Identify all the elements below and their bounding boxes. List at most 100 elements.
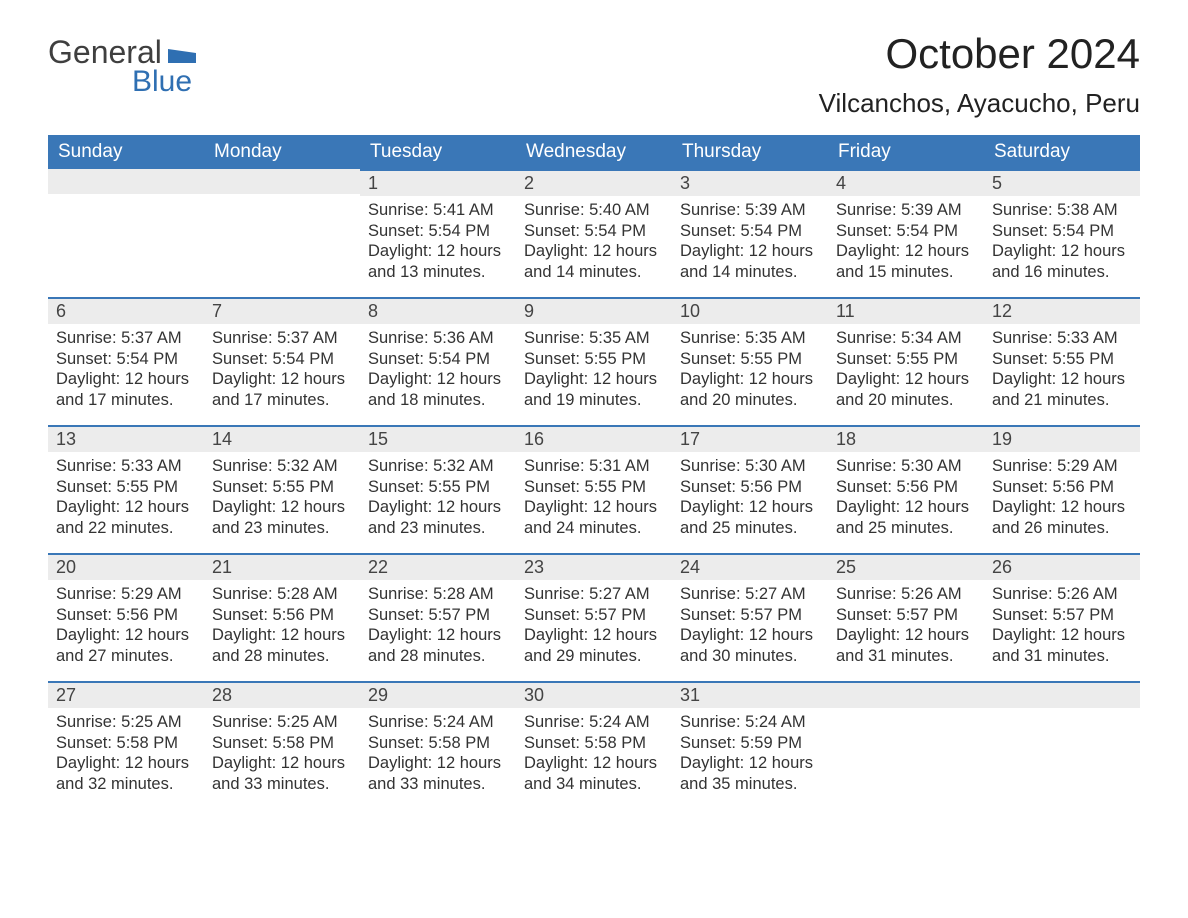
month-title: October 2024 xyxy=(819,30,1140,78)
daylight-text: Daylight: 12 hours and 18 minutes. xyxy=(368,369,508,410)
day-number: 28 xyxy=(204,681,360,708)
day-number: 12 xyxy=(984,297,1140,324)
calendar-day-cell: 19Sunrise: 5:29 AMSunset: 5:56 PMDayligh… xyxy=(984,425,1140,553)
calendar-day-cell: 6Sunrise: 5:37 AMSunset: 5:54 PMDaylight… xyxy=(48,297,204,425)
sunrise-text: Sunrise: 5:26 AM xyxy=(836,584,976,605)
calendar-empty-cell xyxy=(204,169,360,297)
calendar-day-cell: 29Sunrise: 5:24 AMSunset: 5:58 PMDayligh… xyxy=(360,681,516,809)
day-details: Sunrise: 5:30 AMSunset: 5:56 PMDaylight:… xyxy=(828,452,984,549)
day-number: 4 xyxy=(828,169,984,196)
sunrise-text: Sunrise: 5:29 AM xyxy=(56,584,196,605)
day-number: 9 xyxy=(516,297,672,324)
day-number: 18 xyxy=(828,425,984,452)
sunrise-text: Sunrise: 5:33 AM xyxy=(56,456,196,477)
calendar-week-row: 20Sunrise: 5:29 AMSunset: 5:56 PMDayligh… xyxy=(48,553,1140,681)
day-details: Sunrise: 5:40 AMSunset: 5:54 PMDaylight:… xyxy=(516,196,672,293)
sunset-text: Sunset: 5:57 PM xyxy=(368,605,508,626)
daylight-text: Daylight: 12 hours and 33 minutes. xyxy=(368,753,508,794)
day-details: Sunrise: 5:39 AMSunset: 5:54 PMDaylight:… xyxy=(672,196,828,293)
calendar-day-cell: 13Sunrise: 5:33 AMSunset: 5:55 PMDayligh… xyxy=(48,425,204,553)
sunset-text: Sunset: 5:58 PM xyxy=(368,733,508,754)
sunset-text: Sunset: 5:54 PM xyxy=(56,349,196,370)
sunset-text: Sunset: 5:58 PM xyxy=(524,733,664,754)
sunrise-text: Sunrise: 5:24 AM xyxy=(524,712,664,733)
weekday-header: Sunday xyxy=(48,135,204,169)
sunset-text: Sunset: 5:55 PM xyxy=(368,477,508,498)
sunrise-text: Sunrise: 5:30 AM xyxy=(680,456,820,477)
sunrise-text: Sunrise: 5:30 AM xyxy=(836,456,976,477)
calendar-day-cell: 25Sunrise: 5:26 AMSunset: 5:57 PMDayligh… xyxy=(828,553,984,681)
empty-day-bar xyxy=(204,169,360,194)
calendar-day-cell: 28Sunrise: 5:25 AMSunset: 5:58 PMDayligh… xyxy=(204,681,360,809)
day-details: Sunrise: 5:32 AMSunset: 5:55 PMDaylight:… xyxy=(204,452,360,549)
day-details: Sunrise: 5:27 AMSunset: 5:57 PMDaylight:… xyxy=(672,580,828,677)
empty-day-bar xyxy=(48,169,204,194)
day-number: 31 xyxy=(672,681,828,708)
sunrise-text: Sunrise: 5:27 AM xyxy=(680,584,820,605)
calendar-day-cell: 5Sunrise: 5:38 AMSunset: 5:54 PMDaylight… xyxy=(984,169,1140,297)
day-number: 16 xyxy=(516,425,672,452)
day-details: Sunrise: 5:24 AMSunset: 5:58 PMDaylight:… xyxy=(516,708,672,805)
calendar-day-cell: 24Sunrise: 5:27 AMSunset: 5:57 PMDayligh… xyxy=(672,553,828,681)
day-number: 2 xyxy=(516,169,672,196)
day-number: 13 xyxy=(48,425,204,452)
day-number: 3 xyxy=(672,169,828,196)
sunset-text: Sunset: 5:54 PM xyxy=(368,221,508,242)
sunrise-text: Sunrise: 5:39 AM xyxy=(836,200,976,221)
sunset-text: Sunset: 5:57 PM xyxy=(680,605,820,626)
daylight-text: Daylight: 12 hours and 31 minutes. xyxy=(992,625,1132,666)
calendar-week-row: 1Sunrise: 5:41 AMSunset: 5:54 PMDaylight… xyxy=(48,169,1140,297)
day-details: Sunrise: 5:25 AMSunset: 5:58 PMDaylight:… xyxy=(48,708,204,805)
weekday-header: Tuesday xyxy=(360,135,516,169)
calendar-day-cell: 2Sunrise: 5:40 AMSunset: 5:54 PMDaylight… xyxy=(516,169,672,297)
day-details: Sunrise: 5:34 AMSunset: 5:55 PMDaylight:… xyxy=(828,324,984,421)
daylight-text: Daylight: 12 hours and 23 minutes. xyxy=(368,497,508,538)
calendar-table: SundayMondayTuesdayWednesdayThursdayFrid… xyxy=(48,135,1140,809)
day-details: Sunrise: 5:26 AMSunset: 5:57 PMDaylight:… xyxy=(828,580,984,677)
sunrise-text: Sunrise: 5:32 AM xyxy=(212,456,352,477)
sunset-text: Sunset: 5:55 PM xyxy=(524,477,664,498)
title-block: October 2024 Vilcanchos, Ayacucho, Peru xyxy=(819,30,1140,129)
daylight-text: Daylight: 12 hours and 20 minutes. xyxy=(836,369,976,410)
day-details: Sunrise: 5:28 AMSunset: 5:56 PMDaylight:… xyxy=(204,580,360,677)
day-details: Sunrise: 5:38 AMSunset: 5:54 PMDaylight:… xyxy=(984,196,1140,293)
day-details: Sunrise: 5:24 AMSunset: 5:59 PMDaylight:… xyxy=(672,708,828,805)
daylight-text: Daylight: 12 hours and 17 minutes. xyxy=(56,369,196,410)
sunset-text: Sunset: 5:55 PM xyxy=(212,477,352,498)
sunset-text: Sunset: 5:55 PM xyxy=(992,349,1132,370)
calendar-empty-cell xyxy=(984,681,1140,809)
daylight-text: Daylight: 12 hours and 28 minutes. xyxy=(212,625,352,666)
calendar-day-cell: 8Sunrise: 5:36 AMSunset: 5:54 PMDaylight… xyxy=(360,297,516,425)
day-number: 8 xyxy=(360,297,516,324)
logo-text-blue: Blue xyxy=(132,65,192,99)
calendar-day-cell: 21Sunrise: 5:28 AMSunset: 5:56 PMDayligh… xyxy=(204,553,360,681)
daylight-text: Daylight: 12 hours and 14 minutes. xyxy=(680,241,820,282)
sunset-text: Sunset: 5:56 PM xyxy=(992,477,1132,498)
sunset-text: Sunset: 5:54 PM xyxy=(524,221,664,242)
daylight-text: Daylight: 12 hours and 26 minutes. xyxy=(992,497,1132,538)
calendar-day-cell: 9Sunrise: 5:35 AMSunset: 5:55 PMDaylight… xyxy=(516,297,672,425)
sunset-text: Sunset: 5:55 PM xyxy=(56,477,196,498)
sunset-text: Sunset: 5:56 PM xyxy=(680,477,820,498)
sunset-text: Sunset: 5:55 PM xyxy=(836,349,976,370)
daylight-text: Daylight: 12 hours and 13 minutes. xyxy=(368,241,508,282)
day-number: 22 xyxy=(360,553,516,580)
calendar-day-cell: 12Sunrise: 5:33 AMSunset: 5:55 PMDayligh… xyxy=(984,297,1140,425)
day-number: 26 xyxy=(984,553,1140,580)
calendar-day-cell: 14Sunrise: 5:32 AMSunset: 5:55 PMDayligh… xyxy=(204,425,360,553)
sunset-text: Sunset: 5:57 PM xyxy=(992,605,1132,626)
daylight-text: Daylight: 12 hours and 35 minutes. xyxy=(680,753,820,794)
sunset-text: Sunset: 5:57 PM xyxy=(836,605,976,626)
day-details: Sunrise: 5:33 AMSunset: 5:55 PMDaylight:… xyxy=(984,324,1140,421)
day-number: 19 xyxy=(984,425,1140,452)
daylight-text: Daylight: 12 hours and 31 minutes. xyxy=(836,625,976,666)
daylight-text: Daylight: 12 hours and 30 minutes. xyxy=(680,625,820,666)
daylight-text: Daylight: 12 hours and 21 minutes. xyxy=(992,369,1132,410)
sunset-text: Sunset: 5:54 PM xyxy=(680,221,820,242)
calendar-day-cell: 26Sunrise: 5:26 AMSunset: 5:57 PMDayligh… xyxy=(984,553,1140,681)
calendar-body: 1Sunrise: 5:41 AMSunset: 5:54 PMDaylight… xyxy=(48,169,1140,809)
sunrise-text: Sunrise: 5:29 AM xyxy=(992,456,1132,477)
day-details: Sunrise: 5:29 AMSunset: 5:56 PMDaylight:… xyxy=(984,452,1140,549)
day-number: 23 xyxy=(516,553,672,580)
location-label: Vilcanchos, Ayacucho, Peru xyxy=(819,88,1140,119)
